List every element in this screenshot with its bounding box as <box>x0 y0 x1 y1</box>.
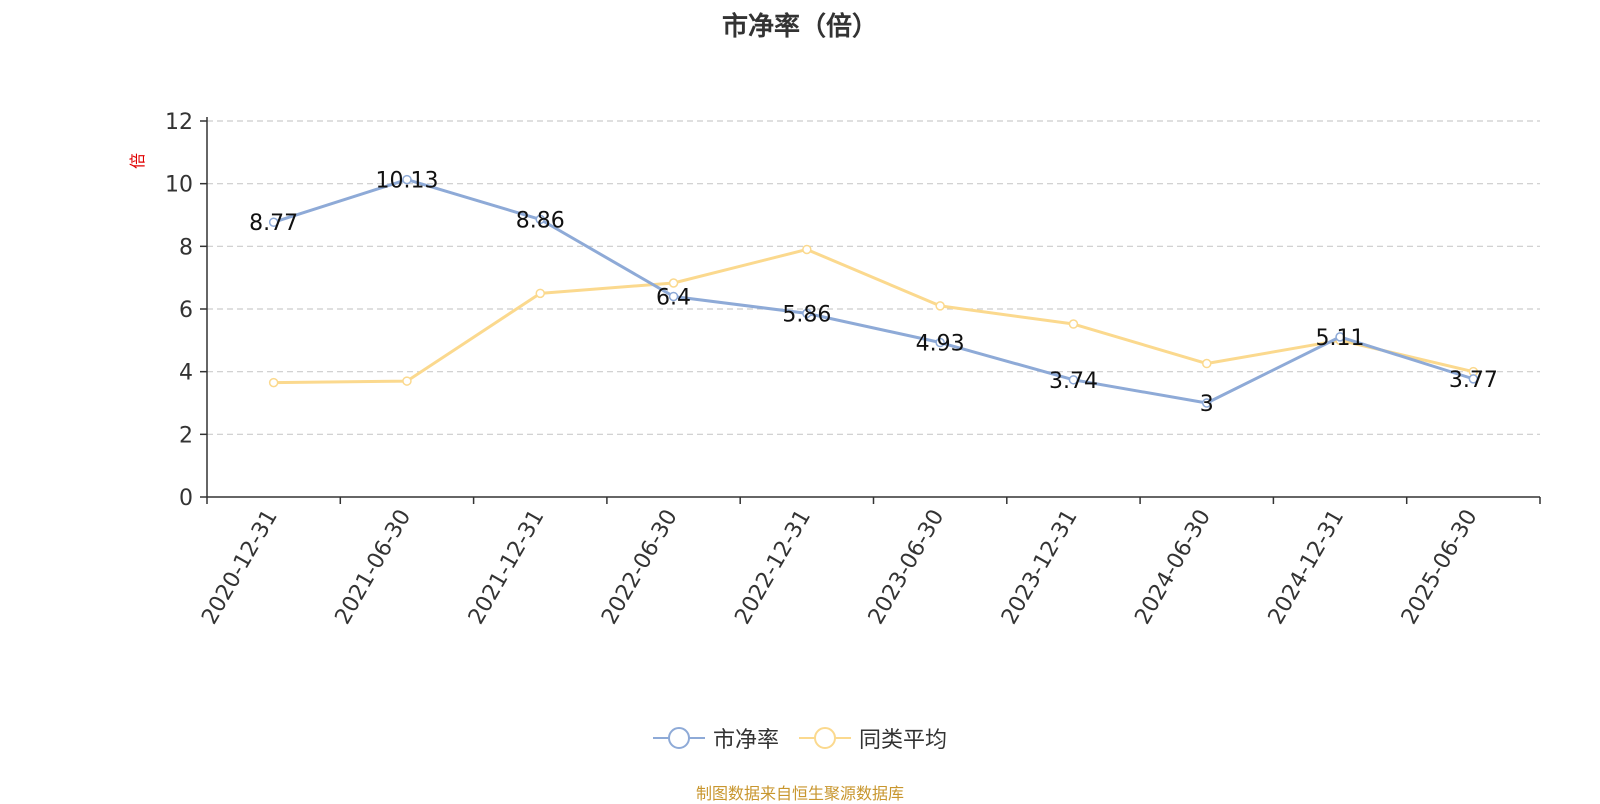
data-label: 3.77 <box>1449 368 1498 393</box>
data-point-0 <box>1202 398 1212 408</box>
y-axis-label: 倍 <box>128 153 147 169</box>
x-tick-label: 2022-06-30 <box>597 506 683 629</box>
y-tick-label: 2 <box>179 423 193 448</box>
x-tick-label: 2024-12-31 <box>1264 506 1350 629</box>
y-tick-label: 8 <box>179 235 193 260</box>
series-layer <box>268 174 1479 408</box>
data-point-0 <box>802 308 812 319</box>
legend-marker-series-1 <box>799 727 851 749</box>
x-tick-labels: 2020-12-31 2021-06-30 2021-12-31 2022-06-30… <box>197 506 1482 629</box>
data-point-0 <box>935 337 945 348</box>
data-label: 8.86 <box>516 208 565 233</box>
axes <box>200 117 1541 504</box>
data-point-0 <box>1335 332 1345 342</box>
y-tick-labels: 0 2 4 6 8 10 12 <box>165 110 193 511</box>
x-tick-label: 2024-06-30 <box>1130 506 1216 629</box>
legend-label-series-0: 市净率 <box>712 728 779 753</box>
y-tick-label: 6 <box>179 298 193 323</box>
x-tick-label: 2020-12-31 <box>197 506 283 629</box>
data-label: 8.77 <box>249 211 298 236</box>
line-chart: 0 2 4 6 8 10 12 2020-12-31 2021-06-30 2021-12-31… <box>128 110 1541 629</box>
data-label: 5.86 <box>782 302 831 327</box>
source-note: 制图数据来自恒生聚源数据库 <box>695 784 904 803</box>
data-point-0 <box>668 291 679 302</box>
data-labels: 8.77 10.13 8.86 6.4 5.86 4.93 3.74 3 5.11 3.77 <box>249 169 1498 417</box>
data-point-1 <box>535 288 545 299</box>
y-tick-label: 4 <box>179 361 193 386</box>
y-tick-label: 10 <box>165 173 193 198</box>
data-point-0 <box>268 217 279 227</box>
data-point-0 <box>402 174 412 185</box>
data-point-0 <box>535 214 545 225</box>
data-point-1 <box>1202 358 1212 369</box>
legend: 市净率 同类平均 <box>0 722 1600 754</box>
data-label: 6.4 <box>656 285 691 310</box>
data-point-1 <box>268 377 279 388</box>
legend-label-series-1: 同类平均 <box>859 728 948 753</box>
data-point-1 <box>1068 319 1079 329</box>
data-point-0 <box>1468 374 1479 384</box>
x-tick-label: 2021-12-31 <box>464 506 550 629</box>
x-tick-label: 2022-12-31 <box>730 506 816 629</box>
data-point-0 <box>1068 375 1079 385</box>
data-label: 3.74 <box>1049 369 1098 394</box>
series-line-0 <box>273 178 1474 405</box>
data-point-1 <box>402 376 412 386</box>
x-tick-label: 2021-06-30 <box>331 506 417 629</box>
series-line-1 <box>273 247 1474 385</box>
data-point-1 <box>802 244 812 255</box>
x-tick-label: 2025-06-30 <box>1397 506 1483 629</box>
data-point-1 <box>935 301 945 311</box>
data-point-1 <box>668 278 679 288</box>
data-label: 3 <box>1200 392 1214 417</box>
data-label: 10.13 <box>375 169 438 194</box>
x-tick-label: 2023-06-30 <box>864 506 950 629</box>
chart-title: 市净率（倍） <box>721 12 878 42</box>
x-tick-label: 2023-12-31 <box>997 506 1083 629</box>
grid-lines <box>207 120 1540 435</box>
y-tick-label: 12 <box>165 110 193 135</box>
legend-item-series-0[interactable]: 市净率 <box>652 722 779 754</box>
data-label: 5.11 <box>1316 326 1365 351</box>
legend-item-series-1[interactable]: 同类平均 <box>799 722 947 754</box>
legend-marker-series-0 <box>652 727 705 749</box>
y-tick-label: 0 <box>179 486 193 511</box>
data-label: 4.93 <box>916 332 965 357</box>
